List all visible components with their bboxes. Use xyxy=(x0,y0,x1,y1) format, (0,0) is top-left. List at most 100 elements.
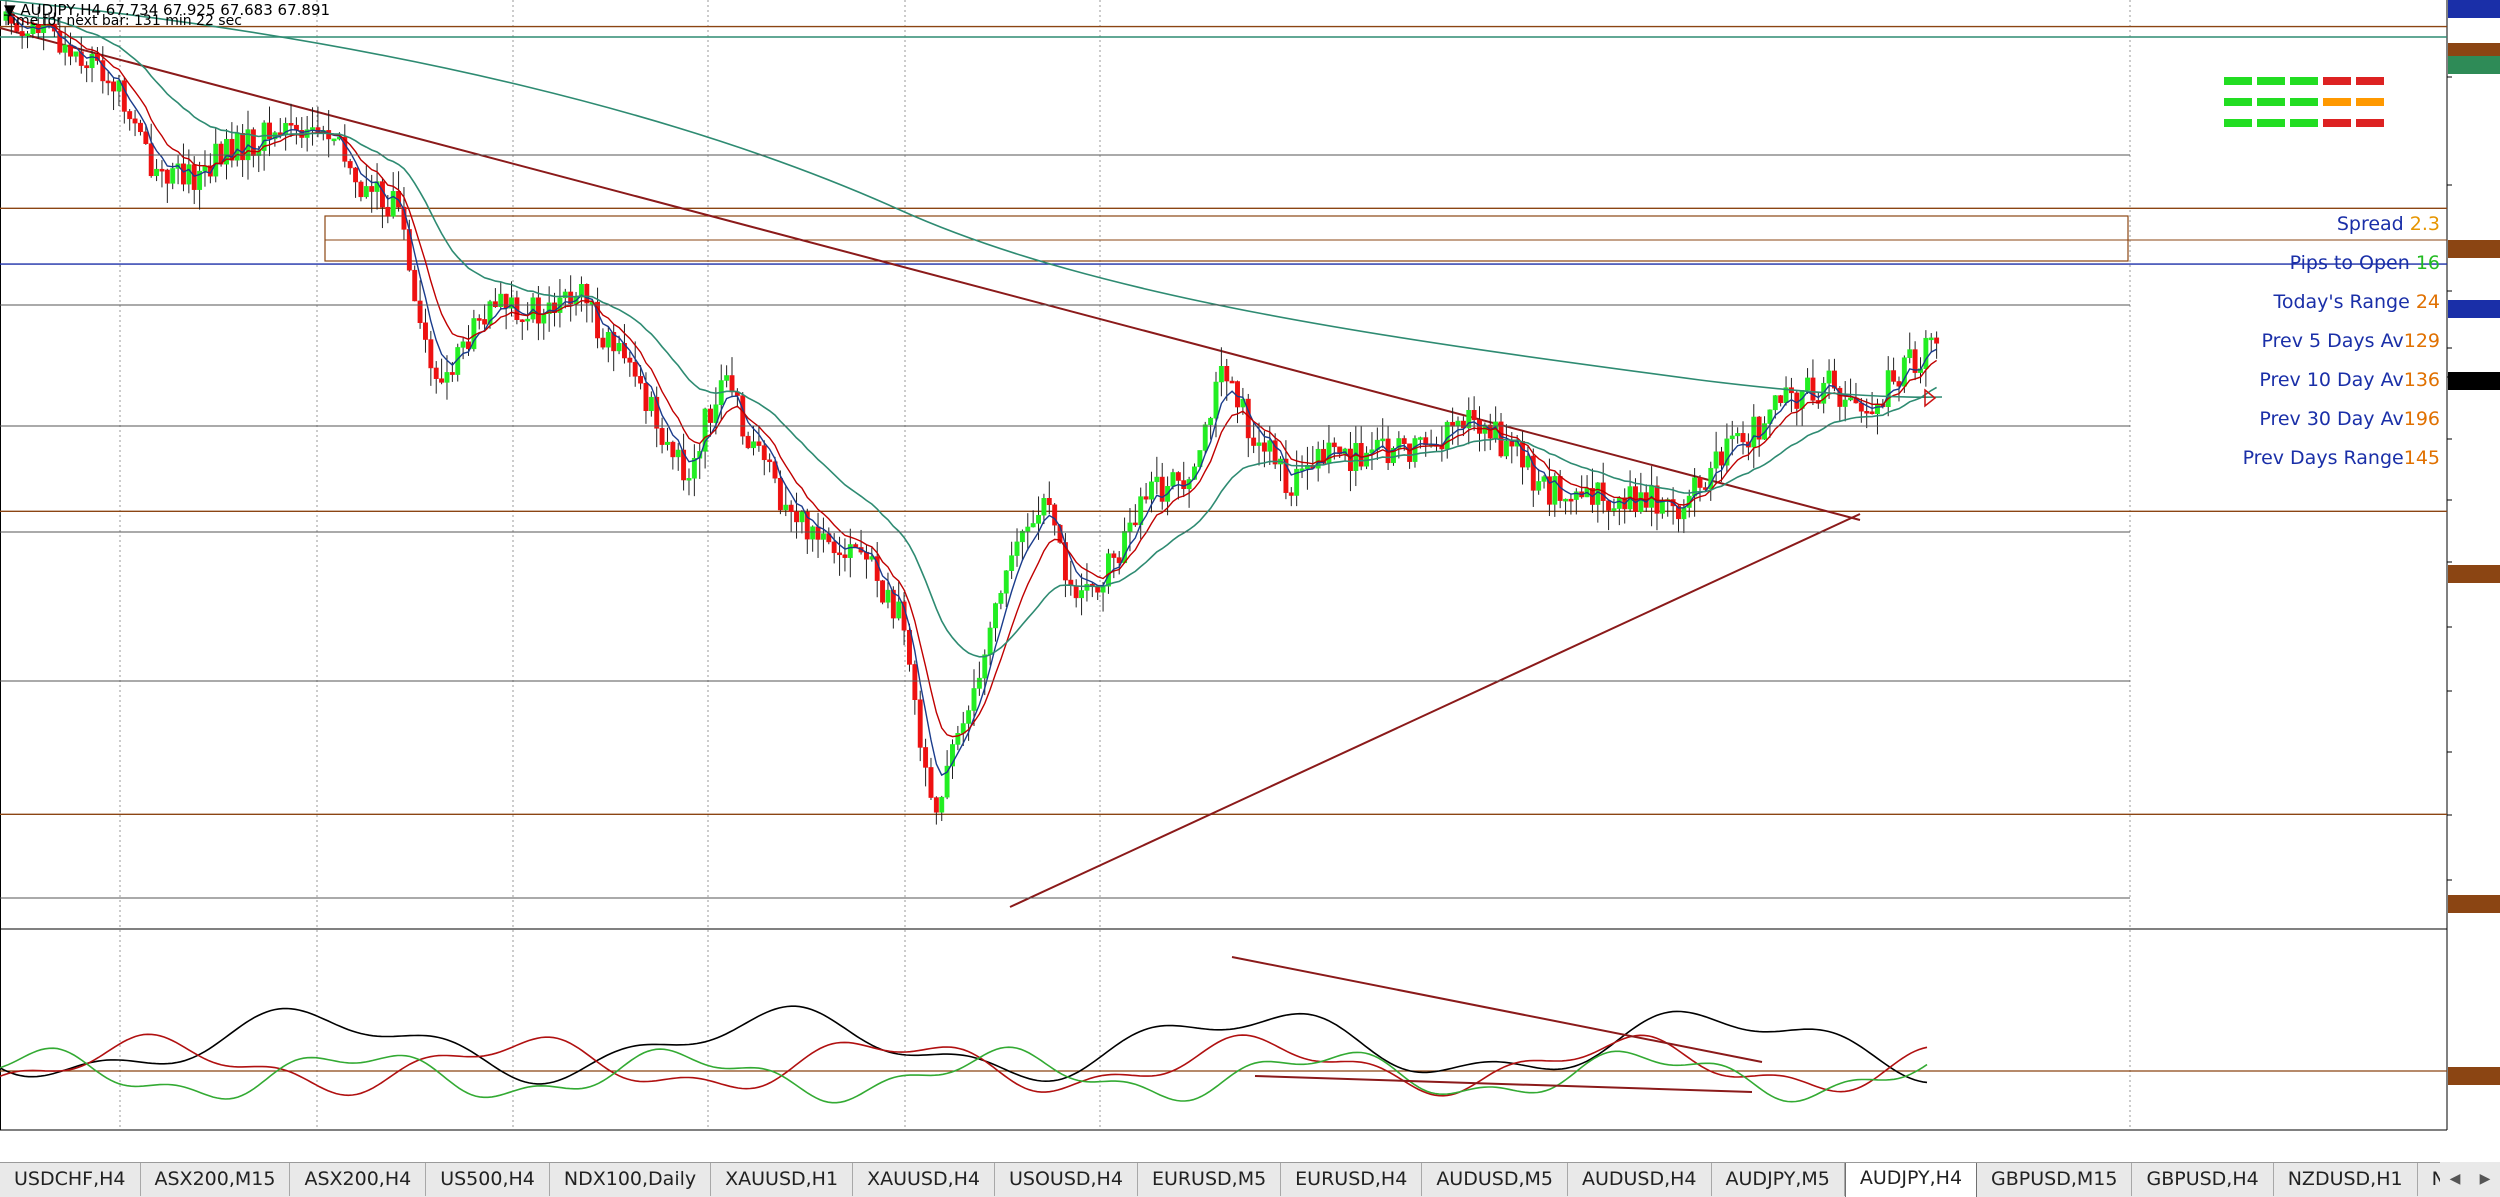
signal-light xyxy=(2323,98,2351,106)
candle-body xyxy=(595,301,601,339)
tab-usdchf-h4[interactable]: USDCHF,H4 xyxy=(0,1163,141,1196)
candle-body xyxy=(783,504,789,511)
candle-body xyxy=(761,445,767,461)
candle-body xyxy=(1907,349,1913,358)
tab-scroll-left-icon[interactable]: ◀ xyxy=(2449,1171,2461,1187)
candle-body xyxy=(197,170,203,190)
tab-asx200-h4[interactable]: ASX200,H4 xyxy=(290,1163,427,1196)
tab-audusd-m5[interactable]: AUDUSD,M5 xyxy=(1422,1163,1568,1196)
candle-body xyxy=(1025,526,1031,532)
candle-body xyxy=(1837,387,1843,407)
candle-body xyxy=(1170,472,1176,487)
candle-body xyxy=(880,580,886,603)
candle-body xyxy=(745,435,751,449)
candle-body xyxy=(546,302,552,315)
candle-body xyxy=(1009,555,1015,571)
candle-body xyxy=(137,122,143,133)
tab-audjpy-h4[interactable]: AUDJPY,H4 xyxy=(1844,1163,1978,1197)
candle-body xyxy=(1175,472,1181,481)
candle-body xyxy=(390,191,396,217)
tab-us500-h4[interactable]: US500,H4 xyxy=(426,1163,550,1196)
candle-body xyxy=(159,168,165,172)
tab-audusd-h4[interactable]: AUDUSD,H4 xyxy=(1568,1163,1712,1196)
stat-label: Prev Days Range xyxy=(2243,447,2404,469)
tab-scroll-right-icon[interactable]: ▶ xyxy=(2479,1171,2491,1187)
candle-body xyxy=(1052,504,1058,526)
candle-body xyxy=(971,688,977,711)
candle-body xyxy=(987,627,993,655)
candle-body xyxy=(1079,590,1085,599)
candle-body xyxy=(1751,416,1757,448)
candle-body xyxy=(912,664,918,700)
tab-eurusd-h4[interactable]: EURUSD,H4 xyxy=(1281,1163,1423,1196)
candle-body xyxy=(611,331,617,352)
candle-body xyxy=(702,408,708,452)
candle-body xyxy=(358,181,364,198)
candle-body xyxy=(1315,448,1321,469)
candle-body xyxy=(1159,476,1165,502)
moving-averages xyxy=(0,0,1943,777)
candle-body xyxy=(213,143,219,177)
candle-body xyxy=(1530,455,1536,491)
candle-body xyxy=(1869,411,1875,415)
candle-body xyxy=(794,511,799,523)
tab-nzdusd-h1[interactable]: NZDUSD,H1 xyxy=(2274,1163,2418,1196)
adx-line xyxy=(0,1033,1928,1097)
tab-eurusd-m5[interactable]: EURUSD,M5 xyxy=(1138,1163,1282,1196)
candle-body xyxy=(1826,370,1832,384)
tab-xauusd-h4[interactable]: XAUUSD,H4 xyxy=(853,1163,995,1196)
tab-usousd-h4[interactable]: USOUSD,H4 xyxy=(995,1163,1138,1196)
candle-body xyxy=(229,138,235,161)
signal-light xyxy=(2356,77,2384,85)
tab-ndx100-daily[interactable]: NDX100,Daily xyxy=(550,1163,712,1196)
candle-body xyxy=(1546,476,1552,505)
candle-body xyxy=(976,677,982,689)
collapse-triangle-icon[interactable]: ▼ xyxy=(4,1,16,19)
candle-body xyxy=(928,767,934,798)
candle-body xyxy=(740,395,746,437)
candle-body xyxy=(772,461,778,479)
candle-body xyxy=(1197,450,1203,468)
candle-body xyxy=(1073,585,1079,599)
tab-xauusd-h1[interactable]: XAUUSD,H1 xyxy=(711,1163,854,1196)
candle-body xyxy=(1912,349,1918,373)
candle-body xyxy=(1466,410,1472,429)
candle-body xyxy=(1358,443,1364,467)
candle-body xyxy=(1740,433,1746,443)
candle-body xyxy=(955,733,961,745)
candle-body xyxy=(541,313,547,324)
candle-body xyxy=(503,293,509,309)
candle-body xyxy=(170,168,176,184)
candle-body xyxy=(1471,410,1477,421)
candle-body xyxy=(1132,522,1138,526)
stat-value: 24 xyxy=(2416,291,2440,313)
price-label-box xyxy=(2448,372,2500,390)
candle-body xyxy=(250,129,256,156)
candle-body xyxy=(1326,442,1332,464)
tab-audjpy-m5[interactable]: AUDJPY,M5 xyxy=(1712,1163,1845,1196)
candle-body xyxy=(777,478,783,511)
tab-asx200-m15[interactable]: ASX200,M15 xyxy=(141,1163,291,1196)
candle-body xyxy=(1105,553,1111,587)
tab-gbpusd-m15[interactable]: GBPUSD,M15 xyxy=(1977,1163,2133,1196)
stat-value: 136 xyxy=(2404,369,2440,391)
candle-body xyxy=(1885,370,1891,408)
bar-timer: Time for next bar: 131 min 22 sec xyxy=(4,13,242,29)
price-axis[interactable] xyxy=(2447,0,2500,913)
candle-body xyxy=(944,765,950,798)
candle-body xyxy=(686,478,692,481)
tab-gbpusd-h4[interactable]: GBPUSD,H4 xyxy=(2132,1163,2274,1196)
candle-body xyxy=(605,331,611,348)
candle-body xyxy=(1520,441,1525,468)
candle-body xyxy=(487,301,493,325)
candle-body xyxy=(62,44,68,53)
candle-body xyxy=(1288,492,1294,496)
ema-slow-line xyxy=(5,10,1937,658)
candle-body xyxy=(1923,337,1929,370)
candle-body xyxy=(224,138,229,165)
candle-body xyxy=(1251,437,1257,446)
candle-body xyxy=(1681,507,1687,520)
candle-body xyxy=(127,111,133,120)
stat-value: 16 xyxy=(2416,252,2440,274)
